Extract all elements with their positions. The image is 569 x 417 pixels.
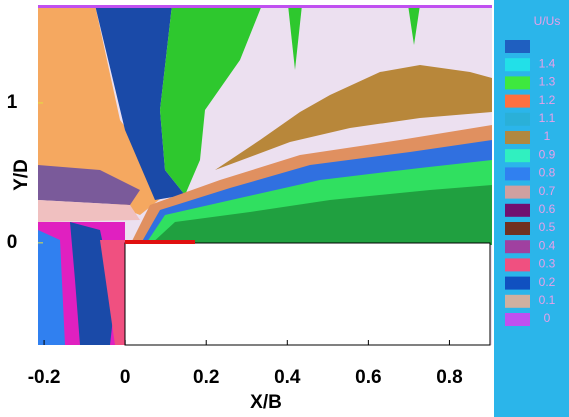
legend-label: 0.8 bbox=[539, 166, 556, 180]
legend-swatch bbox=[505, 258, 530, 271]
legend-label: 0.5 bbox=[539, 220, 556, 234]
x-tick-label: -0.2 bbox=[28, 367, 61, 388]
legend-label: 0.1 bbox=[539, 293, 556, 307]
legend-swatch bbox=[505, 131, 530, 144]
legend-swatch bbox=[505, 167, 530, 180]
legend-swatch bbox=[505, 277, 530, 290]
y-tick-label: 0 bbox=[7, 232, 18, 253]
legend-swatch bbox=[505, 313, 530, 326]
legend-swatch bbox=[505, 240, 530, 253]
legend-label: 0.4 bbox=[539, 238, 556, 252]
legend-swatch bbox=[505, 113, 530, 126]
chart: U/Us X/B Y/D -0.2 0 0.2 0.4 0.6 0.8 0 1 1.4 1.3 1.… bbox=[0, 0, 569, 417]
legend-label: 0.3 bbox=[539, 257, 556, 271]
legend-swatch bbox=[505, 222, 530, 235]
legend-label: 1.2 bbox=[539, 93, 556, 107]
legend-swatch bbox=[505, 58, 530, 71]
legend-swatch bbox=[505, 149, 530, 162]
x-tick-label: 0.2 bbox=[193, 367, 219, 388]
legend-label: 0 bbox=[544, 311, 551, 325]
legend-label: 1.1 bbox=[539, 111, 556, 125]
legend-label: 0.2 bbox=[539, 275, 556, 289]
legend-label: 0.7 bbox=[539, 184, 556, 198]
legend-label: 0.9 bbox=[539, 147, 556, 161]
page: {"chart_data": {"type": "contour", "x_la… bbox=[0, 0, 569, 417]
legend-label: 1 bbox=[544, 129, 551, 143]
body-edge bbox=[125, 240, 195, 244]
x-tick-label: 0.8 bbox=[436, 367, 462, 388]
legend-swatch bbox=[505, 295, 530, 308]
legend-label: 1.4 bbox=[539, 56, 556, 70]
legend-swatch bbox=[505, 95, 530, 108]
legend-swatch bbox=[505, 40, 530, 53]
x-axis-label: X/B bbox=[250, 392, 282, 413]
contour-field bbox=[38, 5, 492, 345]
legend-swatch bbox=[505, 204, 530, 217]
legend-label: 0.6 bbox=[539, 202, 556, 216]
x-tick-label: 0 bbox=[120, 367, 131, 388]
legend-label: 1.3 bbox=[539, 75, 556, 89]
legend-swatch bbox=[505, 186, 530, 199]
body bbox=[125, 243, 490, 345]
y-tick-label: 1 bbox=[7, 92, 18, 113]
legend-swatch bbox=[505, 76, 530, 89]
x-tick-label: 0.4 bbox=[274, 367, 301, 388]
y-axis-label: Y/D bbox=[11, 159, 32, 191]
legend-title: U/Us bbox=[534, 14, 561, 28]
x-tick-label: 0.6 bbox=[355, 367, 381, 388]
top-edge bbox=[38, 5, 492, 8]
